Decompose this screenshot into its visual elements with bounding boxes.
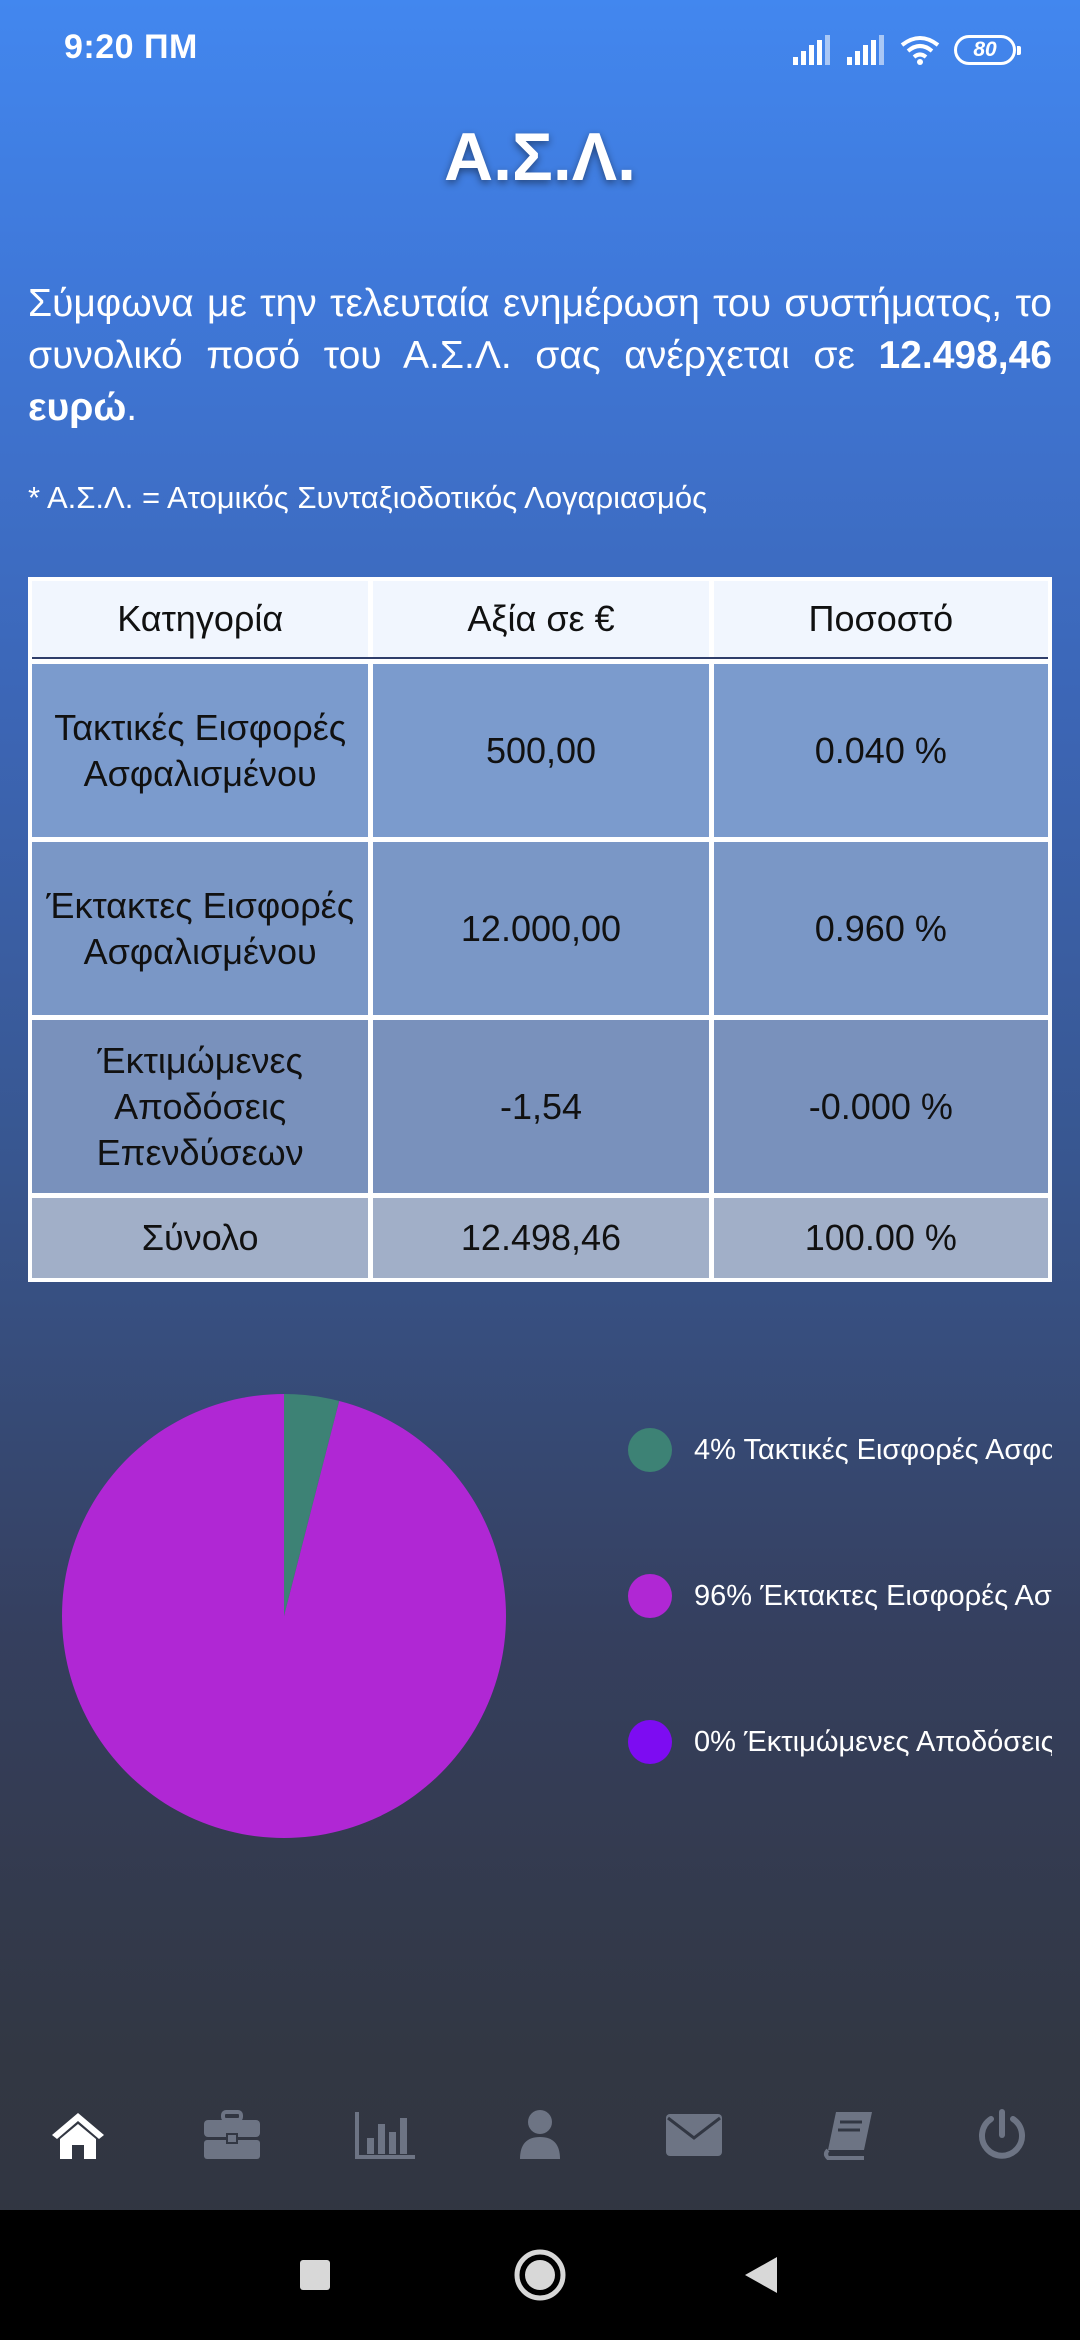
legend-dot — [628, 1574, 672, 1618]
table-row: Έκτιμώμενες Αποδόσεις Επενδύσεων -1,54 -… — [32, 1020, 1048, 1193]
nav-logout[interactable] — [970, 2103, 1034, 2167]
signal-icon — [792, 35, 832, 65]
back-triangle-icon — [745, 2257, 777, 2293]
briefcase-icon — [204, 2110, 260, 2159]
header-value: Αξία σε € — [373, 581, 709, 657]
book-icon — [824, 2112, 872, 2160]
legend-item[interactable]: 4% Τακτικές Εισφορές Ασφαλισμένου — [628, 1428, 1052, 1472]
legend-label: 96% Έκτακτες Εισφορές Ασφαλισμένου — [694, 1579, 1052, 1612]
pie-legend: 4% Τακτικές Εισφορές Ασφαλισμένου 96% Έκ… — [628, 1428, 1052, 1866]
row-category: Έκτιμώμενες Αποδόσεις Επενδύσεων — [32, 1020, 369, 1193]
legend-item[interactable]: 96% Έκτακτες Εισφορές Ασφαλισμένου — [628, 1574, 1052, 1618]
intro-amount: 12.498,46 ευρώ — [28, 334, 1052, 429]
home-system-button[interactable] — [495, 2210, 585, 2340]
pie-chart-svg — [62, 1394, 507, 1838]
battery-icon: 80 — [954, 35, 1021, 65]
envelope-icon — [666, 2114, 722, 2156]
pie-slice-1[interactable] — [284, 1394, 340, 1616]
bar-chart-icon — [355, 2112, 415, 2159]
header-percent: Ποσοστό — [713, 581, 1048, 657]
legend-dot — [628, 1428, 672, 1472]
bottom-nav — [0, 2090, 1080, 2180]
nav-home[interactable] — [46, 2103, 110, 2167]
back-button[interactable] — [716, 2210, 806, 2340]
battery-level: 80 — [973, 38, 997, 61]
system-nav-bar — [0, 2210, 1080, 2340]
row-percent: 0.960 % — [713, 842, 1048, 1015]
header-category: Κατηγορία — [32, 581, 369, 657]
table-row: Τακτικές Εισφορές Ασφαλισμένου 500,00 0.… — [32, 664, 1048, 837]
pie-chart — [62, 1394, 507, 1838]
recents-button[interactable] — [270, 2210, 360, 2340]
pie-slice-2[interactable] — [62, 1394, 507, 1838]
asl-table: Κατηγορία Αξία σε € Ποσοστό Τακτικές Εισ… — [28, 577, 1052, 1282]
intro-text: Σύμφωνα με την τελευταία ενημέρωση του σ… — [28, 282, 1052, 377]
nav-chart[interactable] — [354, 2103, 418, 2167]
nav-docs[interactable] — [816, 2103, 880, 2167]
intro-end: . — [126, 386, 138, 429]
wifi-icon — [900, 35, 940, 65]
nav-profile[interactable] — [508, 2103, 572, 2167]
nav-briefcase[interactable] — [200, 2103, 264, 2167]
row-value: -1,54 — [373, 1020, 709, 1193]
total-label: Σύνολο — [32, 1198, 369, 1278]
power-icon — [979, 2109, 1025, 2159]
footnote: * Α.Σ.Λ. = Ατομικός Συνταξιοδοτικός Λογα… — [28, 480, 708, 515]
status-icons: 80 — [792, 30, 1021, 70]
status-time: 9:20 ΠΜ — [64, 28, 198, 66]
intro-paragraph: Σύμφωνα με την τελευταία ενημέρωση του σ… — [28, 278, 1052, 434]
legend-label: 4% Τακτικές Εισφορές Ασφαλισμένου — [694, 1433, 1052, 1466]
table-total-row: Σύνολο 12.498,46 100.00 % — [32, 1198, 1048, 1278]
row-category: Τακτικές Εισφορές Ασφαλισμένου — [32, 664, 369, 837]
nav-messages[interactable] — [662, 2103, 726, 2167]
total-percent: 100.00 % — [713, 1198, 1048, 1278]
legend-dot — [628, 1720, 672, 1764]
total-value: 12.498,46 — [373, 1198, 709, 1278]
page-title: Α.Σ.Λ. — [444, 119, 636, 195]
row-percent: 0.040 % — [713, 664, 1048, 837]
status-bar: 9:20 ΠΜ — [0, 0, 1080, 100]
user-icon — [520, 2110, 560, 2159]
signal-icon — [846, 35, 886, 65]
row-percent: -0.000 % — [713, 1020, 1048, 1193]
table-row: Έκτακτες Εισφορές Ασφαλισμένου 12.000,00… — [32, 842, 1048, 1015]
legend-item[interactable]: 0% Έκτιμώμενες Αποδόσεις Επενδύσεων — [628, 1720, 1052, 1764]
row-value: 500,00 — [373, 664, 709, 837]
legend-label: 0% Έκτιμώμενες Αποδόσεις Επενδύσεων — [694, 1725, 1052, 1758]
row-category: Έκτακτες Εισφορές Ασφαλισμένου — [32, 842, 369, 1015]
table-header: Κατηγορία Αξία σε € Ποσοστό — [32, 581, 1048, 659]
home-circle-icon — [514, 2249, 566, 2301]
row-value: 12.000,00 — [373, 842, 709, 1015]
recents-square-icon — [300, 2260, 330, 2290]
home-icon — [52, 2113, 104, 2159]
